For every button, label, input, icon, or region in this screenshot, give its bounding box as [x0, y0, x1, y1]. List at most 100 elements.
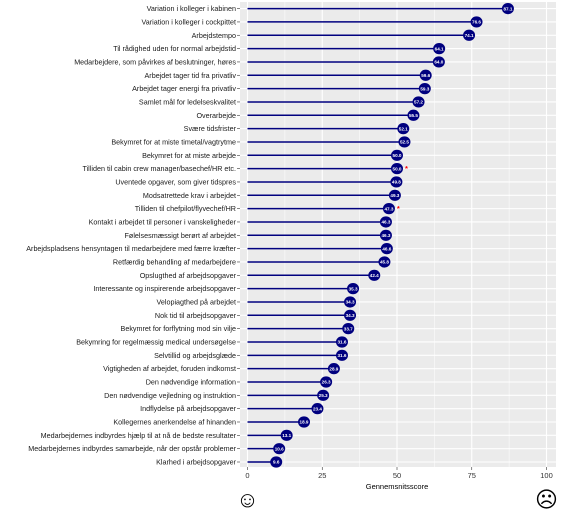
- value-label: 10.6: [275, 446, 284, 451]
- lollipop-dot: [311, 403, 324, 415]
- lollipop-dot: [347, 283, 360, 295]
- category-label: Bekymret for at miste timetal/vagtrytme: [111, 137, 236, 146]
- x-tick-label: 75: [468, 471, 476, 480]
- category-label: Følelsesmæssigt berørt af arbejdet: [125, 231, 236, 240]
- category-label: Indflydelse på arbejdsopgaver: [140, 404, 237, 413]
- lollipop-dot: [463, 29, 476, 41]
- value-label: 50.0: [393, 153, 402, 158]
- lollipop-dot: [419, 69, 432, 81]
- value-label: 33.7: [344, 326, 353, 331]
- lollipop-dot: [320, 376, 333, 388]
- x-tick-labels: 0 25 50 75 100: [245, 467, 553, 480]
- lollipop-dot: [432, 56, 445, 68]
- value-label: 49.8: [392, 180, 401, 185]
- category-label: Bekymret for at miste arbejde: [142, 151, 236, 160]
- category-label: Bekymring for regelmæssig medical unders…: [76, 337, 236, 346]
- lollipop-dot: [380, 243, 393, 255]
- category-label: Bekymret for forflytning mod sin vilje: [121, 324, 236, 333]
- lollipop-dot: [391, 149, 403, 161]
- lollipop-dots: [270, 3, 514, 468]
- value-label: 13.1: [282, 433, 291, 438]
- category-label: Til rådighed uden for normal arbejdstid: [113, 44, 236, 53]
- value-label: 55.5: [409, 113, 418, 118]
- category-label: Samlet mål for ledelseskvalitet: [139, 97, 236, 106]
- category-label: Den nødvendige vejledning og instruktion: [104, 391, 236, 400]
- x-tick-label: 0: [245, 471, 249, 480]
- value-label: 31.6: [338, 353, 347, 358]
- category-labels: Variation i kolleger i kabinen Variation …: [26, 4, 240, 467]
- value-labels: 87.1 76.6 74.1 64.1 64.0 59.6 59.3 57.2 55.5 52.1…: [273, 6, 513, 464]
- significance-markers: **: [397, 164, 408, 213]
- category-label: Den nødvendige information: [146, 377, 236, 386]
- category-label: Velopiagthed på arbejdet: [156, 297, 236, 306]
- significance-marker: *: [397, 204, 400, 213]
- plot-panel: [240, 2, 556, 467]
- lollipop-dot: [390, 176, 403, 188]
- value-label: 46.3: [381, 220, 390, 225]
- category-label: Arbejdstempo: [192, 31, 236, 40]
- lollipop-dot: [397, 123, 410, 135]
- value-label: 50.0: [393, 166, 402, 171]
- category-label: Variation i kolleger i kabinen: [147, 4, 236, 13]
- lollipop-dot: [327, 363, 340, 375]
- lollipop-dot: [398, 136, 411, 148]
- lollipop-dot: [407, 109, 420, 121]
- category-label: Uventede opgaver, som giver tidspres: [115, 177, 236, 186]
- category-label: Variation i kolleger i cockpittet: [141, 17, 236, 26]
- x-tick-label: 50: [393, 471, 401, 480]
- category-label: Opslugthed af arbejdsopgaver: [140, 271, 237, 280]
- lollipop-dot: [391, 163, 403, 175]
- value-label: 42.4: [370, 273, 379, 278]
- lollipop-dot: [412, 96, 425, 108]
- category-label: Svære tidsfrister: [184, 124, 237, 133]
- value-label: 46.6: [382, 246, 391, 251]
- value-label: 34.3: [346, 313, 355, 318]
- category-label: Modsatrettede krav i arbejdet: [143, 191, 236, 200]
- frowning-face-icon: ☹: [535, 487, 558, 512]
- category-label: Klarhed i arbejdsopgaver: [156, 458, 237, 467]
- value-label: 64.0: [434, 60, 443, 65]
- category-label: Arbejdet tager tid fra privatliv: [145, 71, 237, 80]
- lollipop-dot: [418, 83, 431, 95]
- lollipop-dot: [273, 443, 286, 455]
- lollipop-dot: [270, 456, 283, 468]
- value-label: 31.6: [338, 340, 347, 345]
- category-label: Nok tid til arbejdsopgaver: [155, 311, 237, 320]
- category-label: Vigtigheden af arbejdet, foruden indkoms…: [103, 364, 236, 373]
- value-label: 9.6: [273, 460, 280, 465]
- category-label: Kollegernes anerkendelse af hinanden: [113, 417, 236, 426]
- lollipop-dot: [280, 429, 293, 441]
- category-label: Selvtillid og arbejdsglæde: [154, 351, 236, 360]
- value-label: 59.6: [421, 73, 430, 78]
- lollipop-stems: [247, 7, 508, 463]
- category-label: Retfærdig behandling af medarbejdere: [113, 257, 236, 266]
- lollipop-dot: [378, 256, 391, 268]
- category-label: Arbejdspladsens hensyntagen til medarbej…: [26, 244, 236, 253]
- lollipop-dot: [344, 309, 357, 321]
- category-label: Kontakt i arbejdet til personer i vanske…: [89, 217, 237, 226]
- value-label: 47.3: [384, 206, 393, 211]
- lollipop-dot: [335, 349, 348, 361]
- lollipop-dot: [298, 416, 311, 428]
- value-label: 35.3: [349, 286, 358, 291]
- x-tick-label: 25: [318, 471, 326, 480]
- value-label: 28.9: [329, 366, 338, 371]
- lollipop-dot: [388, 189, 401, 201]
- value-label: 23.4: [313, 406, 322, 411]
- value-label: 45.8: [380, 260, 389, 265]
- lollipop-dot: [501, 3, 514, 15]
- value-label: 49.3: [390, 193, 399, 198]
- lollipop-dot: [433, 43, 446, 55]
- value-label: 46.3: [381, 233, 390, 238]
- value-label: 64.1: [435, 46, 444, 51]
- significance-marker: *: [405, 164, 408, 173]
- value-label: 52.1: [399, 126, 408, 131]
- lollipop-dot: [470, 16, 483, 28]
- value-label: 76.6: [472, 20, 481, 25]
- category-label: Tilliden til cabin crew manager/basechef…: [82, 164, 236, 173]
- value-label: 26.3: [322, 380, 331, 385]
- value-label: 87.1: [503, 6, 512, 11]
- lollipop-dot: [344, 296, 357, 308]
- category-label: Medarbejdernes indbyrdes hjælp til at nå…: [41, 431, 237, 440]
